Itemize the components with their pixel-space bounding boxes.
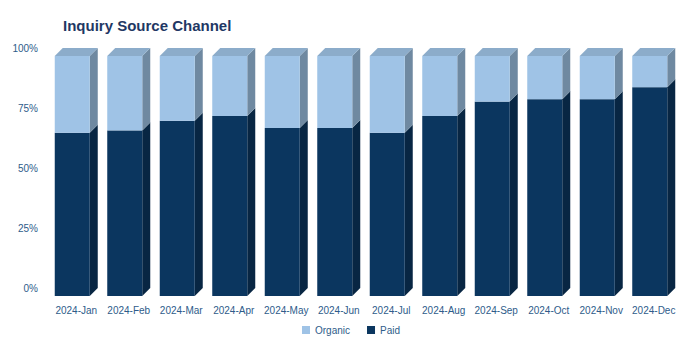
- bar-top: [107, 48, 150, 56]
- bar-side: [405, 125, 413, 296]
- bar: [632, 87, 667, 296]
- x-tick-label: 2024-Mar: [160, 305, 203, 316]
- bar-side: [352, 48, 360, 128]
- chart-svg: Inquiry Source Channel 0% 25% 50% 75% 100% 202…: [0, 0, 700, 351]
- bar: [317, 56, 352, 128]
- bars: [55, 48, 676, 296]
- x-tick-label: 2024-Jun: [318, 305, 360, 316]
- bar-top: [422, 48, 465, 56]
- bar: [160, 56, 195, 121]
- bar-side: [405, 48, 413, 133]
- bar-side: [300, 48, 308, 128]
- bar-side: [615, 91, 623, 296]
- bar: [475, 102, 510, 296]
- bar: [317, 128, 352, 296]
- bar: [422, 56, 457, 116]
- bar-side: [195, 48, 203, 121]
- bar: [580, 56, 615, 99]
- bar: [580, 99, 615, 296]
- bar: [370, 56, 405, 133]
- bar-side: [195, 113, 203, 296]
- bar: [55, 56, 90, 133]
- bar-side: [300, 120, 308, 296]
- bar-side: [457, 108, 465, 296]
- x-tick-label: 2024-Jan: [55, 305, 97, 316]
- x-tick-label: 2024-Dec: [632, 305, 675, 316]
- bar-top: [475, 48, 518, 56]
- x-tick-label: 2024-Jul: [372, 305, 410, 316]
- chart-container: Inquiry Source Channel 0% 25% 50% 75% 100% 202…: [0, 0, 700, 351]
- x-tick-label: 2024-Feb: [107, 305, 150, 316]
- bar-top: [317, 48, 360, 56]
- bar: [265, 56, 300, 128]
- bar-side: [90, 48, 98, 133]
- bar-side: [510, 48, 518, 102]
- legend-label: Paid: [380, 325, 400, 336]
- bar: [212, 56, 247, 116]
- y-tick-label: 100%: [12, 43, 38, 54]
- bar-side: [615, 48, 623, 99]
- bar: [422, 116, 457, 296]
- bar-side: [562, 91, 570, 296]
- bar: [107, 56, 142, 130]
- bar: [527, 99, 562, 296]
- bar-side: [142, 48, 150, 130]
- y-tick-label: 25%: [18, 223, 38, 234]
- title: Inquiry Source Channel: [63, 17, 231, 34]
- bar: [160, 121, 195, 296]
- legend-swatch: [302, 326, 310, 334]
- bar: [475, 56, 510, 102]
- bar-side: [562, 48, 570, 99]
- bar-side: [667, 79, 675, 296]
- bar: [55, 133, 90, 296]
- bar: [632, 56, 667, 87]
- bar-top: [160, 48, 203, 56]
- bar: [212, 116, 247, 296]
- bar: [265, 128, 300, 296]
- bar-top: [265, 48, 308, 56]
- y-tick-label: 75%: [18, 103, 38, 114]
- legend-label: Organic: [315, 325, 350, 336]
- bar-side: [352, 120, 360, 296]
- x-tick-label: 2024-Oct: [528, 305, 569, 316]
- bar-side: [457, 48, 465, 116]
- x-tick-label: 2024-May: [264, 305, 308, 316]
- bar-top: [527, 48, 570, 56]
- bar-top: [55, 48, 98, 56]
- bar: [107, 130, 142, 296]
- legend: Organic Paid: [302, 325, 400, 336]
- y-tick-label: 50%: [18, 163, 38, 174]
- bar-top: [580, 48, 623, 56]
- x-tick-label: 2024-Nov: [580, 305, 623, 316]
- bar-side: [247, 48, 255, 116]
- bar-top: [632, 48, 675, 56]
- bar-side: [90, 125, 98, 296]
- x-tick-label: 2024-Apr: [213, 305, 255, 316]
- x-tick-label: 2024-Sep: [475, 305, 519, 316]
- bar: [370, 133, 405, 296]
- bar-top: [370, 48, 413, 56]
- y-tick-label: 0%: [24, 283, 39, 294]
- legend-swatch: [367, 326, 375, 334]
- bar-top: [212, 48, 255, 56]
- bar-side: [142, 122, 150, 296]
- x-tick-label: 2024-Aug: [422, 305, 465, 316]
- bar-side: [510, 94, 518, 296]
- bar-side: [247, 108, 255, 296]
- bar: [527, 56, 562, 99]
